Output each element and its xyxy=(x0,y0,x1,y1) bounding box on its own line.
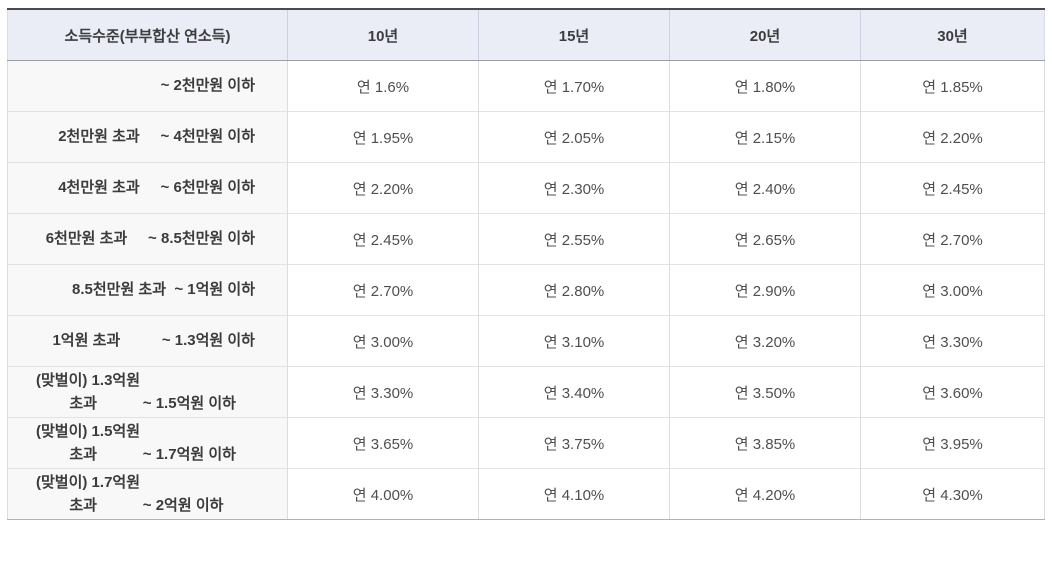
rate-cell: 연 3.50% xyxy=(669,366,861,418)
rate-cell: 연 2.15% xyxy=(669,111,861,163)
table-row: 4천만원 초과 ~ 6천만원 이하 연 2.20% 연 2.30% 연 2.40% 연 … xyxy=(7,162,1045,214)
term-header-30y: 30년 xyxy=(860,8,1045,61)
rate-cell: 연 3.10% xyxy=(478,315,670,367)
rate-cell: 연 3.30% xyxy=(860,315,1045,367)
rate-cell: 연 3.00% xyxy=(860,264,1045,316)
rate-cell: 연 2.90% xyxy=(669,264,861,316)
income-range-cell: 4천만원 초과 ~ 6천만원 이하 xyxy=(7,162,288,214)
rate-cell: 연 2.30% xyxy=(478,162,670,214)
table-row: 6천만원 초과 ~ 8.5천만원 이하 연 2.45% 연 2.55% 연 2.65%… xyxy=(7,213,1045,265)
income-rate-table: 소득수준(부부합산 연소득) 10년 15년 20년 30년 ~ 2천만원 이하… xyxy=(7,8,1045,520)
rate-cell: 연 3.75% xyxy=(478,417,670,469)
rate-cell: 연 3.00% xyxy=(287,315,479,367)
table-row: (맞벌이) 1.7억원 초과 ~ 2억원 이하 연 4.00% 연 4.10% 연 4… xyxy=(7,468,1045,520)
rate-cell: 연 2.80% xyxy=(478,264,670,316)
income-range-cell: (맞벌이) 1.5억원 초과 ~ 1.7억원 이하 xyxy=(7,417,288,469)
income-level-header: 소득수준(부부합산 연소득) xyxy=(7,8,288,61)
income-range-cell: (맞벌이) 1.7억원 초과 ~ 2억원 이하 xyxy=(7,468,288,520)
income-range-cell: 8.5천만원 초과 ~ 1억원 이하 xyxy=(7,264,288,316)
rate-cell: 연 4.30% xyxy=(860,468,1045,520)
term-header-20y: 20년 xyxy=(669,8,861,61)
loan-rate-page: 소득수준(부부합산 연소득) 10년 15년 20년 30년 ~ 2천만원 이하… xyxy=(7,8,1045,520)
income-range-cell: 6천만원 초과 ~ 8.5천만원 이하 xyxy=(7,213,288,265)
table-row: 2천만원 초과 ~ 4천만원 이하 연 1.95% 연 2.05% 연 2.15% 연 … xyxy=(7,111,1045,163)
income-range-cell: 1억원 초과 ~ 1.3억원 이하 xyxy=(7,315,288,367)
rate-cell: 연 2.05% xyxy=(478,111,670,163)
rate-cell: 연 2.20% xyxy=(287,162,479,214)
rate-cell: 연 1.70% xyxy=(478,60,670,112)
rate-cell: 연 2.40% xyxy=(669,162,861,214)
rate-cell: 연 2.70% xyxy=(287,264,479,316)
rate-cell: 연 2.20% xyxy=(860,111,1045,163)
table-row: (맞벌이) 1.3억원 초과 ~ 1.5억원 이하 연 3.30% 연 3.40% 연… xyxy=(7,366,1045,418)
income-range-cell: 2천만원 초과 ~ 4천만원 이하 xyxy=(7,111,288,163)
rate-cell: 연 4.20% xyxy=(669,468,861,520)
rate-cell: 연 3.60% xyxy=(860,366,1045,418)
table-row: 8.5천만원 초과 ~ 1억원 이하 연 2.70% 연 2.80% 연 2.90% 연… xyxy=(7,264,1045,316)
rate-cell: 연 1.95% xyxy=(287,111,479,163)
table-row: ~ 2천만원 이하 연 1.6% 연 1.70% 연 1.80% 연 1.85% xyxy=(7,60,1045,112)
rate-cell: 연 3.40% xyxy=(478,366,670,418)
rate-cell: 연 2.45% xyxy=(860,162,1045,214)
rate-cell: 연 3.20% xyxy=(669,315,861,367)
rate-cell: 연 3.65% xyxy=(287,417,479,469)
rate-cell: 연 4.00% xyxy=(287,468,479,520)
rate-cell: 연 2.55% xyxy=(478,213,670,265)
rate-cell: 연 4.10% xyxy=(478,468,670,520)
rate-table-body: ~ 2천만원 이하 연 1.6% 연 1.70% 연 1.80% 연 1.85% 2천만원… xyxy=(7,60,1045,520)
rate-cell: 연 2.70% xyxy=(860,213,1045,265)
rate-cell: 연 2.45% xyxy=(287,213,479,265)
rate-cell: 연 1.6% xyxy=(287,60,479,112)
table-row: 1억원 초과 ~ 1.3억원 이하 연 3.00% 연 3.10% 연 3.20% 연 … xyxy=(7,315,1045,367)
term-header-15y: 15년 xyxy=(478,8,670,61)
rate-cell: 연 3.95% xyxy=(860,417,1045,469)
income-range-cell: ~ 2천만원 이하 xyxy=(7,60,288,112)
rate-cell: 연 2.65% xyxy=(669,213,861,265)
header-row: 소득수준(부부합산 연소득) 10년 15년 20년 30년 xyxy=(7,8,1045,61)
rate-cell: 연 3.30% xyxy=(287,366,479,418)
table-row: (맞벌이) 1.5억원 초과 ~ 1.7억원 이하 연 3.65% 연 3.75% 연… xyxy=(7,417,1045,469)
rate-cell: 연 1.80% xyxy=(669,60,861,112)
income-range-cell: (맞벌이) 1.3억원 초과 ~ 1.5억원 이하 xyxy=(7,366,288,418)
rate-cell: 연 1.85% xyxy=(860,60,1045,112)
rate-cell: 연 3.85% xyxy=(669,417,861,469)
term-header-10y: 10년 xyxy=(287,8,479,61)
